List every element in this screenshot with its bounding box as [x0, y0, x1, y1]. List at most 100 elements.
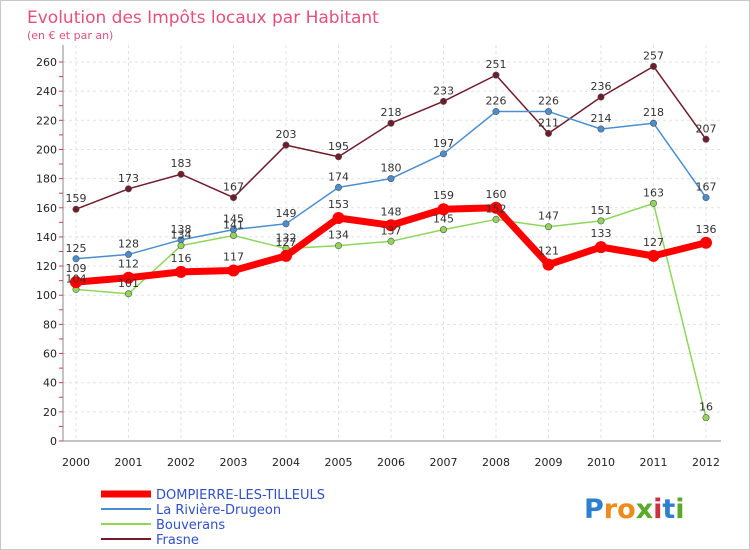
data-point — [70, 276, 82, 289]
data-label: 236 — [591, 80, 612, 93]
data-label: 167 — [223, 181, 244, 194]
data-label: 197 — [433, 137, 454, 150]
data-label: 116 — [171, 252, 192, 265]
legend-label: La Rivière-Drugeon — [156, 503, 281, 518]
y-tick-label: 180 — [36, 173, 57, 186]
data-label: 218 — [643, 106, 664, 119]
data-labels: 159 173 183 167 203 195 218 233 251 211 236 257 207 1… — [66, 49, 717, 413]
data-label: 104 — [66, 272, 87, 285]
legend-label: Frasne — [156, 533, 199, 548]
data-point — [125, 290, 133, 298]
data-point — [490, 201, 502, 214]
logo-letter: t — [662, 494, 675, 525]
data-point — [282, 220, 290, 228]
data-point — [177, 170, 185, 178]
logo-letter: r — [604, 494, 618, 525]
proxiti-logo: Proxiti — [584, 494, 685, 525]
data-label: 160 — [486, 188, 507, 201]
y-tick-label: 100 — [36, 289, 57, 302]
data-label: 134 — [328, 229, 349, 242]
data-label: 137 — [381, 224, 402, 237]
data-point — [597, 93, 605, 101]
data-label: 211 — [538, 116, 559, 129]
data-point — [542, 258, 555, 271]
data-label: 257 — [643, 49, 664, 62]
data-point — [125, 185, 133, 193]
data-point — [702, 194, 710, 202]
x-tick-label: 2003 — [220, 456, 248, 469]
axes: 0 20 40 60 80 100 120 140 160 180 200 220 240 260 2000… — [36, 45, 721, 469]
data-label: 149 — [276, 207, 297, 220]
data-label: 195 — [328, 140, 349, 153]
x-tick-label: 2006 — [377, 456, 405, 469]
data-point — [649, 199, 657, 207]
data-point — [72, 205, 80, 213]
y-tick-label: 80 — [43, 318, 57, 331]
data-label: 132 — [276, 232, 297, 245]
series-3 — [72, 62, 710, 213]
legend-item: DOMPIERRE-LES-TILLEULS — [101, 488, 325, 503]
data-label: 128 — [118, 237, 139, 250]
data-label: 251 — [486, 58, 507, 71]
data-point — [544, 108, 552, 116]
data-point — [439, 226, 447, 234]
data-label: 152 — [486, 202, 507, 215]
series-layer — [70, 62, 712, 422]
y-tick-label: 240 — [36, 85, 57, 98]
data-label: 203 — [276, 128, 297, 141]
data-point — [282, 141, 290, 149]
logo-letter: x — [636, 494, 653, 525]
data-point — [385, 219, 397, 232]
x-tick-label: 2002 — [167, 456, 195, 469]
x-tick-label: 2001 — [115, 456, 143, 469]
x-tick-label: 2000 — [62, 456, 90, 469]
legend-label: DOMPIERRE-LES-TILLEULS — [156, 488, 325, 503]
data-point — [597, 125, 605, 133]
data-label: 121 — [538, 245, 559, 258]
data-point — [649, 119, 657, 127]
y-tick-label: 20 — [43, 406, 57, 419]
data-label: 163 — [643, 186, 664, 199]
y-tick-label: 260 — [36, 56, 57, 69]
data-point — [702, 414, 710, 422]
data-point — [492, 215, 500, 223]
data-label: 226 — [486, 95, 507, 108]
data-point — [334, 183, 342, 191]
y-tick-label: 0 — [50, 435, 57, 448]
data-point — [647, 249, 660, 262]
data-point — [595, 241, 607, 254]
data-point — [544, 129, 552, 137]
data-label: 151 — [591, 204, 612, 217]
y-tick-label: 60 — [43, 348, 57, 361]
x-tick-label: 2004 — [272, 456, 300, 469]
data-label: 101 — [118, 277, 139, 290]
data-point — [649, 62, 657, 70]
data-point — [439, 97, 447, 105]
data-point — [334, 153, 342, 161]
data-label: 127 — [276, 236, 297, 249]
data-label: 109 — [66, 262, 87, 275]
data-point — [230, 231, 238, 239]
data-point — [597, 217, 605, 225]
data-point — [492, 71, 500, 79]
data-label: 183 — [171, 157, 192, 170]
data-point — [387, 175, 395, 183]
data-label: 153 — [328, 198, 349, 211]
x-tick-label: 2011 — [640, 456, 668, 469]
data-label: 159 — [433, 189, 454, 202]
x-tick-label: 2007 — [430, 456, 458, 469]
data-label: 125 — [66, 242, 87, 255]
y-tick-label: 160 — [36, 202, 57, 215]
data-label: 138 — [171, 223, 192, 236]
data-point — [700, 236, 712, 249]
y-tick-label: 120 — [36, 260, 57, 273]
y-tick-label: 200 — [36, 143, 57, 156]
series-0 — [70, 201, 712, 289]
data-label: 173 — [118, 172, 139, 185]
data-label: 218 — [381, 106, 402, 119]
legend-item: Bouverans — [101, 518, 225, 533]
data-label: 148 — [381, 205, 402, 218]
data-point — [387, 119, 395, 127]
